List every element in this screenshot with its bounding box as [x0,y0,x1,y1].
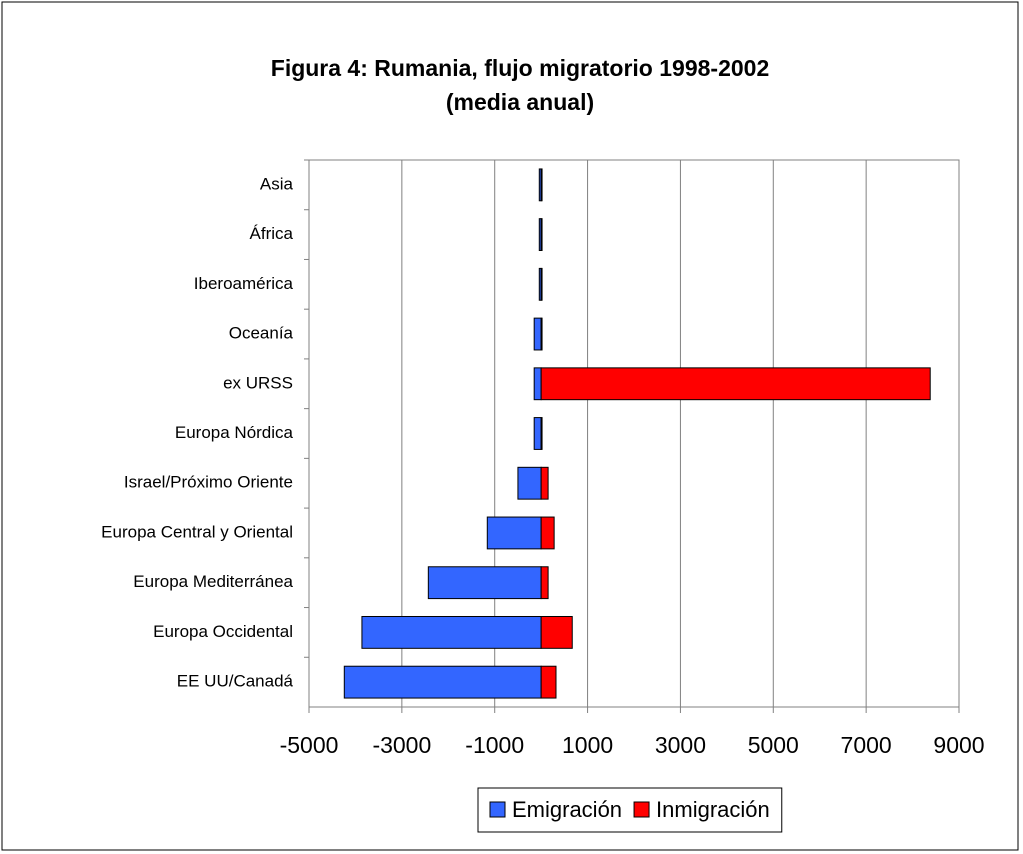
x-tick-label: 5000 [748,732,799,758]
x-tick-label: 1000 [562,732,613,758]
bar [540,516,555,550]
bar [540,168,543,202]
legend-label: Emigración [512,797,622,822]
bar [540,566,549,600]
bar [540,218,543,252]
grid [308,160,960,707]
y-tick-label: ex URSS [223,373,293,392]
bar [540,317,543,351]
bar [540,615,573,649]
bar [343,665,542,699]
y-tick-label: Iberoamérica [194,274,294,293]
y-tick-label: Europa Mediterránea [133,572,293,591]
bar [517,466,542,500]
x-tick-label: 9000 [933,732,984,758]
bar [361,615,542,649]
x-tick-label: -3000 [372,732,431,758]
bar [533,417,542,450]
bar [540,665,557,699]
legend-swatch [633,801,650,818]
x-tick-label: 7000 [841,732,892,758]
plot-area [308,159,960,708]
legend-swatch [489,801,506,818]
y-tick-label: África [250,224,294,243]
x-tick-label: -5000 [280,732,339,758]
bar [540,267,543,301]
chart-title: Figura 4: Rumania, flujo migratorio 1998… [271,55,769,81]
x-tick-label: -1000 [465,732,524,758]
chart-title: (media anual) [446,89,594,115]
y-tick-label: Oceanía [229,324,294,343]
bar [540,466,549,500]
y-tick-label: Europa Central y Oriental [101,522,293,541]
bar [533,317,542,351]
y-tick-label: Asia [260,174,294,193]
y-tick-label: EE UU/Canadá [177,672,294,691]
bar [540,367,931,401]
bars [343,168,931,699]
bar [540,417,543,450]
x-tick-label: 3000 [655,732,706,758]
legend [477,787,783,833]
y-tick-label: Israel/Próximo Oriente [124,473,293,492]
y-tick-label: Europa Nórdica [175,423,294,442]
bar [486,516,542,550]
bar [427,566,542,600]
legend-label: Inmigración [656,797,770,822]
bar [533,367,542,401]
y-tick-label: Europa Occidental [153,622,293,641]
